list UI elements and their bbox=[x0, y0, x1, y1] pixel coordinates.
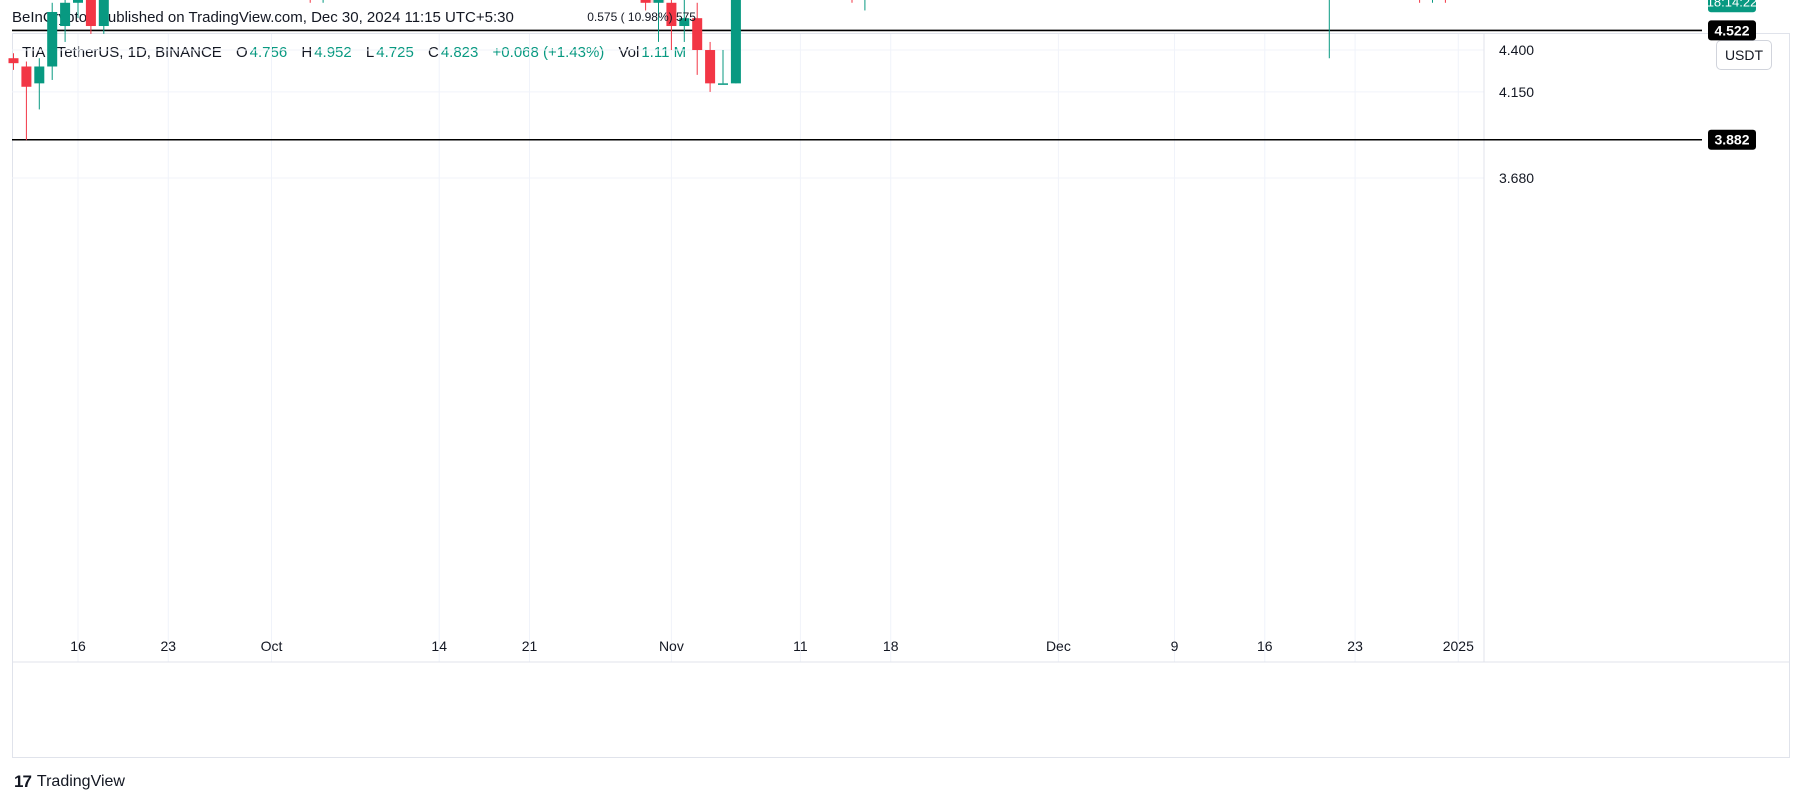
candle-body bbox=[98, 0, 109, 27]
candle-body bbox=[705, 50, 716, 84]
symbol-info[interactable]: TIA / TetherUS, 1D, BINANCE bbox=[22, 44, 222, 61]
candle-body bbox=[653, 0, 664, 3]
low-label: L bbox=[365, 44, 375, 61]
small-measure-annotation: 0.575 ( 10.98%) 575 bbox=[587, 10, 696, 24]
candle-body bbox=[60, 2, 71, 27]
time-tick-label: 2025 bbox=[1443, 638, 1474, 654]
candle-body bbox=[85, 0, 96, 27]
candle-body bbox=[73, 0, 83, 3]
level-label: 3.882 bbox=[1714, 132, 1749, 148]
price-axis: 9.0007.5007.0006.6006.2005.8005.4004.400… bbox=[1499, 42, 1534, 186]
time-tick-label: 16 bbox=[70, 638, 86, 654]
candle-body bbox=[718, 83, 728, 85]
candle-body bbox=[8, 58, 19, 64]
time-tick-label: 11 bbox=[793, 638, 808, 654]
level-label-box bbox=[1708, 20, 1756, 41]
vol-value: 1.11 M bbox=[641, 44, 687, 61]
measure-tool bbox=[640, 0, 665, 3]
time-tick-label: 23 bbox=[1347, 638, 1363, 654]
tradingview-logo[interactable]: 17 TradingView bbox=[14, 772, 125, 792]
candle-body bbox=[21, 66, 32, 87]
price-tick-label: 4.400 bbox=[1499, 42, 1534, 58]
logo-text: TradingView bbox=[36, 773, 125, 790]
time-tick-label: 16 bbox=[1257, 638, 1273, 654]
time-tick-label: 9 bbox=[1171, 638, 1179, 654]
price-tick-label: 3.680 bbox=[1499, 170, 1534, 186]
time-tick-label: Dec bbox=[1046, 638, 1071, 654]
time-axis: 16 23 Oct 14 21 Nov 11 18 Dec 9 16 23 2025 bbox=[70, 638, 1474, 654]
time-tick-label: 21 bbox=[522, 638, 538, 654]
time-tick-label: Nov bbox=[659, 638, 684, 654]
candle-body bbox=[47, 11, 58, 67]
open-value: 4.756 bbox=[249, 44, 288, 61]
close-label: C bbox=[427, 44, 439, 61]
candle-body bbox=[640, 0, 651, 3]
price-tick-label: 4.150 bbox=[1499, 84, 1534, 100]
bar-countdown: 18:14:22 bbox=[1707, 0, 1758, 9]
tv-logo-icon: 17 bbox=[14, 772, 32, 791]
currency-button[interactable]: USDT bbox=[1716, 40, 1772, 70]
vol-label: Vol bbox=[618, 44, 640, 61]
time-tick-label: 23 bbox=[161, 638, 177, 654]
candles bbox=[8, 0, 1446, 141]
candle-body bbox=[666, 2, 677, 27]
open-label: O bbox=[235, 44, 248, 61]
time-tick-label: Oct bbox=[261, 638, 283, 654]
time-tick-label: 14 bbox=[431, 638, 447, 654]
close-value: 4.823 bbox=[440, 44, 479, 61]
last-price-box bbox=[1708, 0, 1756, 13]
candle-body bbox=[730, 0, 741, 84]
small-measure-rectangle bbox=[640, 0, 665, 3]
high-value: 4.952 bbox=[314, 44, 352, 61]
candle-body bbox=[692, 18, 703, 51]
grid-lines bbox=[12, 34, 1790, 663]
horizontal-levels: 9.2828.0357.2516.0364.9674.5223.8824.823… bbox=[12, 0, 1757, 150]
chart-frame bbox=[12, 33, 1790, 758]
level-label-box bbox=[1708, 129, 1756, 150]
annotations: −3.918 (−44.33%) −3,9180.575 ( 10.98%) 5… bbox=[587, 10, 696, 24]
symbol-legend: TIA / TetherUS, 1D, BINANCE O 4.756 H 4.95… bbox=[22, 44, 688, 61]
time-tick-label: 18 bbox=[883, 638, 899, 654]
low-value: 4.725 bbox=[376, 44, 414, 61]
high-label: H bbox=[301, 44, 313, 61]
publisher-line: BeInCrypto1 published on TradingView.com… bbox=[12, 9, 514, 26]
candle-body bbox=[34, 66, 45, 84]
candle-body bbox=[679, 18, 690, 27]
level-label: 4.522 bbox=[1714, 22, 1749, 38]
change-value: +0.068 (+1.43%) bbox=[492, 44, 605, 61]
